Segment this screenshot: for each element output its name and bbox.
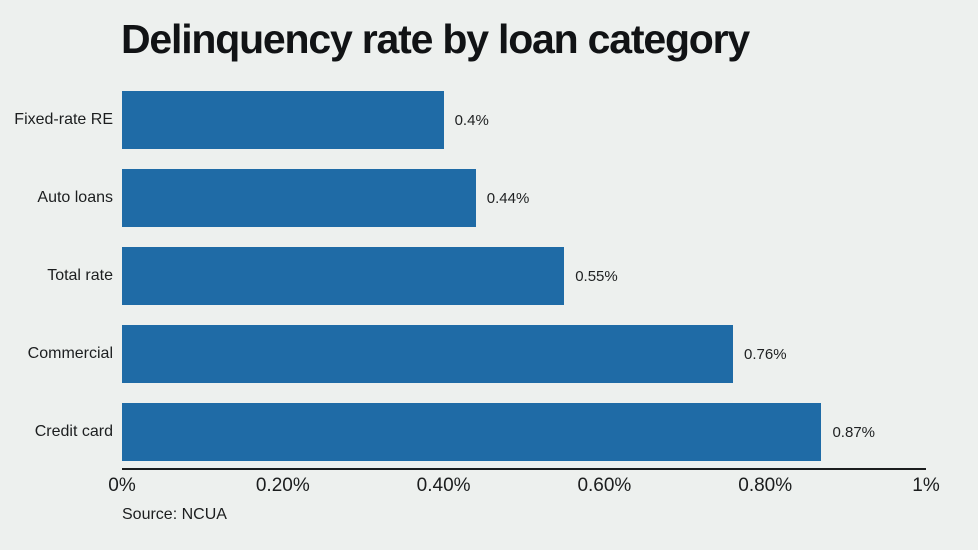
x-axis-tick-label: 0.20%	[255, 475, 310, 496]
x-axis-tick-label: 0.80%	[738, 475, 793, 496]
x-axis-tick-label: 0%	[108, 475, 136, 496]
bar-row: Total rate 0.55%	[47, 247, 926, 305]
bar	[122, 247, 565, 305]
value-label: 0.76%	[744, 345, 787, 363]
bar-row: Commercial 0.76%	[28, 325, 926, 383]
value-label: 0.44%	[486, 189, 530, 207]
x-axis-tick-label: 0.60%	[577, 475, 632, 496]
category-label: Commercial	[27, 345, 113, 362]
value-label: 0.87%	[832, 423, 876, 441]
plot-area: Fixed-rate RE 0.4% Auto loans 0.44% Total ra…	[14, 91, 926, 461]
category-label: Fixed-rate RE	[14, 111, 113, 128]
bar	[122, 169, 476, 227]
bar-row: Credit card 0.87%	[35, 403, 926, 461]
chart-title: Delinquency rate by loan category	[121, 16, 750, 62]
x-axis-line	[122, 468, 926, 470]
bar	[122, 403, 822, 461]
source-note: Source: NCUA	[122, 506, 227, 523]
x-axis-tick-label: 1%	[912, 475, 940, 496]
bar-row: Auto loans 0.44%	[37, 169, 926, 227]
bar-rows: Fixed-rate RE 0.4% Auto loans 0.44% Total ra…	[14, 91, 926, 461]
x-axis-tick-label: 0.40%	[416, 475, 471, 496]
bar	[122, 91, 444, 149]
value-label: 0.55%	[575, 267, 618, 285]
value-label: 0.4%	[454, 111, 489, 129]
bar	[122, 325, 734, 383]
x-axis-tick-labels: 0% 0.20% 0.40% 0.60% 0.80% 1%	[108, 475, 939, 499]
category-label: Total rate	[47, 267, 113, 284]
bar-row: Fixed-rate RE 0.4%	[14, 91, 926, 149]
category-label: Auto loans	[37, 189, 113, 206]
category-label: Credit card	[34, 423, 113, 440]
